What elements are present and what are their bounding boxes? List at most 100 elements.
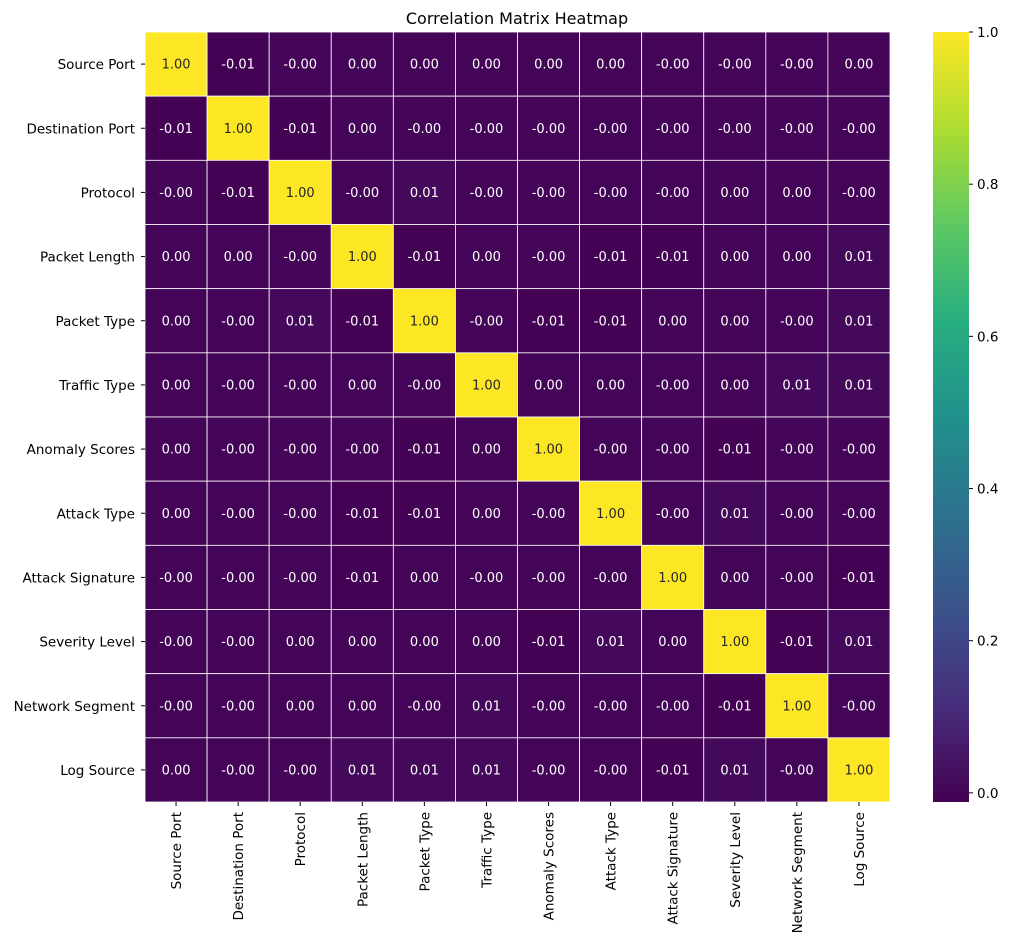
heatmap-cell [330,480,394,546]
cell-value-label: -0.00 [221,378,255,393]
cell-value-label: 0.00 [162,314,191,329]
heatmap-cell [765,480,829,546]
cell-value-label: -0.00 [780,507,814,522]
cell-value-label: -0.01 [718,699,752,714]
cell-value-label: 0.01 [472,763,501,778]
cell-value-label: 0.01 [410,763,439,778]
heatmap-cell [827,544,891,610]
y-tick-label: Attack Type [57,506,135,522]
cell-value-label: 0.00 [782,250,811,265]
heatmap-cell [517,224,580,290]
cell-value-label: -0.00 [408,699,442,714]
heatmap-cell [517,416,580,482]
heatmap-cell [579,31,643,97]
heatmap-cell [517,737,580,803]
cell-value-label: -0.00 [718,58,752,73]
heatmap-cell [827,224,891,290]
cell-value-label: -0.00 [594,186,628,201]
heatmap-cell [392,480,456,546]
cell-value-label: 0.00 [782,186,811,201]
cell-value-label: -0.00 [221,571,255,586]
x-tick-label: Protocol [293,812,309,866]
heatmap-cell [392,609,456,675]
heatmap-cell [579,288,643,354]
y-tick-label: Source Port [58,57,135,73]
cell-value-label: 0.00 [534,58,563,73]
cell-value-label: 0.00 [286,699,315,714]
cell-value-label: 1.00 [658,571,687,586]
axes: Source Port Source Port Destination Port De… [14,57,868,933]
cell-value-label: -0.00 [780,122,814,137]
cell-value-label: 0.00 [596,58,625,73]
heatmap-cell [579,609,643,675]
cell-value-label: 0.00 [348,699,377,714]
cell-value-label: 0.00 [720,186,749,201]
cell-value-label: -0.00 [780,58,814,73]
heatmap-cell [206,737,270,803]
heatmap-cell [206,544,270,610]
cell-value-label: -0.00 [842,443,876,458]
heatmap-cell [517,159,580,225]
heatmap-cells: 1.00 -0.01 -0.00 0.00 0.00 0.00 0.00 0.00 -0.00 -… [144,31,891,803]
heatmap-cell [144,224,208,290]
heatmap-cell [765,224,829,290]
heatmap-cell [641,224,705,290]
cell-value-label: 0.00 [658,635,687,650]
cell-value-label: 0.01 [782,378,811,393]
heatmap-cell [579,480,643,546]
heatmap-cell [827,95,891,161]
colorbar-gradient [933,32,969,802]
heatmap-cell [206,673,270,739]
cell-value-label: -0.00 [718,122,752,137]
heatmap-cell [827,159,891,225]
chart-title: Correlation Matrix Heatmap [406,9,628,28]
heatmap-cell [827,416,891,482]
cell-value-label: -0.00 [656,186,690,201]
heatmap-cell [268,288,332,354]
cell-value-label: -0.01 [594,314,628,329]
cell-value-label: -0.00 [470,314,504,329]
heatmap-cell [703,673,767,739]
heatmap-cell [703,95,767,161]
cell-value-label: -0.00 [656,58,690,73]
heatmap-cell [455,95,518,161]
heatmap-cell [703,480,767,546]
colorbar-tick-label: 0.0 [977,786,998,802]
heatmap-cell [765,737,829,803]
heatmap-cell [268,224,332,290]
heatmap-cell [765,159,829,225]
cell-value-label: -0.01 [656,763,690,778]
colorbar-tick-label: 0.6 [977,329,998,345]
y-tick-label: Traffic Type [58,378,135,394]
cell-value-label: -0.00 [159,699,193,714]
heatmap-cell [455,31,518,97]
cell-value-label: 0.00 [162,507,191,522]
cell-value-label: -0.00 [221,763,255,778]
cell-value-label: 0.00 [348,378,377,393]
cell-value-label: -0.00 [221,635,255,650]
cell-value-label: 1.00 [534,443,563,458]
cell-value-label: -0.01 [221,186,255,201]
heatmap-cell [144,95,208,161]
heatmap-cell [268,737,332,803]
heatmap-cell [455,544,518,610]
heatmap-cell [206,31,270,97]
x-tick-label: Traffic Type [479,812,495,889]
heatmap-cell [765,544,829,610]
cell-value-label: -0.00 [656,507,690,522]
cell-value-label: 0.00 [472,507,501,522]
cell-value-label: -0.00 [221,507,255,522]
cell-value-label: -0.00 [345,443,379,458]
cell-value-label: -0.01 [656,250,690,265]
cell-value-label: 0.01 [596,635,625,650]
cell-value-label: 1.00 [410,314,439,329]
cell-value-label: -0.01 [532,635,566,650]
heatmap-cell [455,224,518,290]
heatmap-cell [703,609,767,675]
cell-value-label: -0.00 [470,186,504,201]
cell-value-label: -0.00 [221,699,255,714]
y-tick-label: Severity Level [39,635,135,651]
cell-value-label: -0.00 [594,122,628,137]
heatmap-cell [268,416,332,482]
cell-value-label: -0.01 [345,571,379,586]
